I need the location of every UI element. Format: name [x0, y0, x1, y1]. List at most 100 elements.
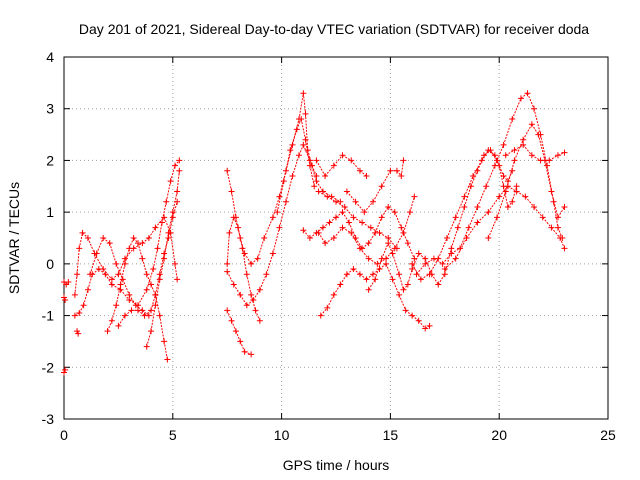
data-point [474, 219, 481, 226]
series-segment [154, 274, 161, 295]
series-segment [346, 191, 356, 203]
data-point [448, 245, 455, 252]
series-segment [170, 232, 176, 264]
data-point [224, 268, 231, 275]
series-segment [496, 191, 507, 218]
data-point [520, 141, 527, 148]
data-point [385, 240, 392, 247]
series-segment [559, 237, 565, 249]
series-arc-d [71, 214, 181, 298]
series-segment [78, 232, 83, 249]
series-segment [322, 222, 330, 229]
series-segment [540, 134, 548, 166]
series-arc-j [143, 167, 183, 350]
data-point [80, 302, 87, 309]
data-point [87, 271, 94, 278]
data-point [163, 198, 170, 205]
series-segment [111, 273, 119, 280]
data-point [250, 297, 257, 304]
series-segment [446, 217, 457, 239]
series-segment [379, 232, 389, 239]
data-point [406, 209, 413, 216]
series-segment [98, 268, 106, 275]
data-point [243, 271, 250, 278]
data-point [430, 255, 437, 262]
data-point [164, 356, 171, 363]
series-segment [157, 222, 163, 249]
data-point [150, 266, 157, 273]
data-point [300, 90, 307, 97]
data-point [224, 167, 231, 174]
series-arc-o [274, 116, 318, 216]
series-segment [278, 170, 287, 197]
series-segment [359, 273, 367, 280]
data-point [494, 157, 501, 164]
series-arc-u [343, 157, 407, 216]
y-tick-label: 3 [46, 101, 54, 117]
series-segment [344, 206, 354, 218]
series-segment [89, 253, 98, 275]
series-segment [226, 232, 230, 264]
series-segment [241, 248, 248, 275]
data-point [372, 276, 379, 283]
series-arc-v [365, 147, 516, 293]
data-point [369, 198, 376, 205]
series-segment [144, 310, 152, 316]
series-segment [392, 253, 400, 275]
data-point [165, 229, 172, 236]
series-segment [161, 201, 167, 223]
data-point [71, 312, 78, 319]
series-segment [387, 242, 394, 254]
series-segment [315, 180, 324, 192]
data-point [367, 224, 374, 231]
data-point [461, 203, 468, 210]
data-point [74, 271, 81, 278]
series-segment [392, 279, 400, 296]
series-segment [403, 284, 409, 291]
series-arc-x [413, 90, 566, 278]
data-point [539, 214, 546, 221]
series-segment [111, 284, 121, 291]
data-point [457, 245, 464, 252]
series-arc-w [409, 147, 520, 283]
series-segment [368, 279, 376, 290]
data-point [398, 172, 405, 179]
x-tick-label: 20 [491, 427, 507, 443]
series-segment [411, 253, 420, 270]
data-point [333, 214, 339, 221]
data-point [102, 271, 109, 278]
series-segment [326, 294, 335, 309]
data-point [413, 271, 420, 278]
series-segment [533, 206, 544, 218]
data-point [411, 193, 418, 200]
series-arc-b [61, 294, 69, 304]
data-point [130, 235, 137, 241]
data-point [126, 297, 133, 304]
data-point [158, 219, 165, 226]
series-segment [250, 258, 258, 265]
series-arc-m [224, 307, 255, 358]
data-point [156, 276, 163, 283]
series-segment [272, 227, 280, 254]
series-segment [335, 201, 345, 208]
series-segment [370, 227, 380, 234]
data-point [352, 198, 359, 205]
series-segment [124, 248, 135, 260]
data-point [248, 260, 255, 267]
series-segment [102, 237, 111, 244]
series-segment [152, 248, 159, 270]
series-segment [463, 186, 472, 208]
data-point [317, 312, 324, 319]
data-point [161, 338, 168, 345]
series-segment [366, 273, 374, 280]
data-point [391, 245, 398, 252]
data-point [313, 157, 320, 164]
data-point [261, 235, 268, 241]
series-segment [83, 289, 89, 306]
series-segment [150, 284, 156, 296]
data-point [152, 302, 159, 309]
data-point [361, 209, 368, 216]
series-segment [309, 232, 317, 239]
data-point [237, 291, 244, 298]
data-point [306, 235, 313, 241]
